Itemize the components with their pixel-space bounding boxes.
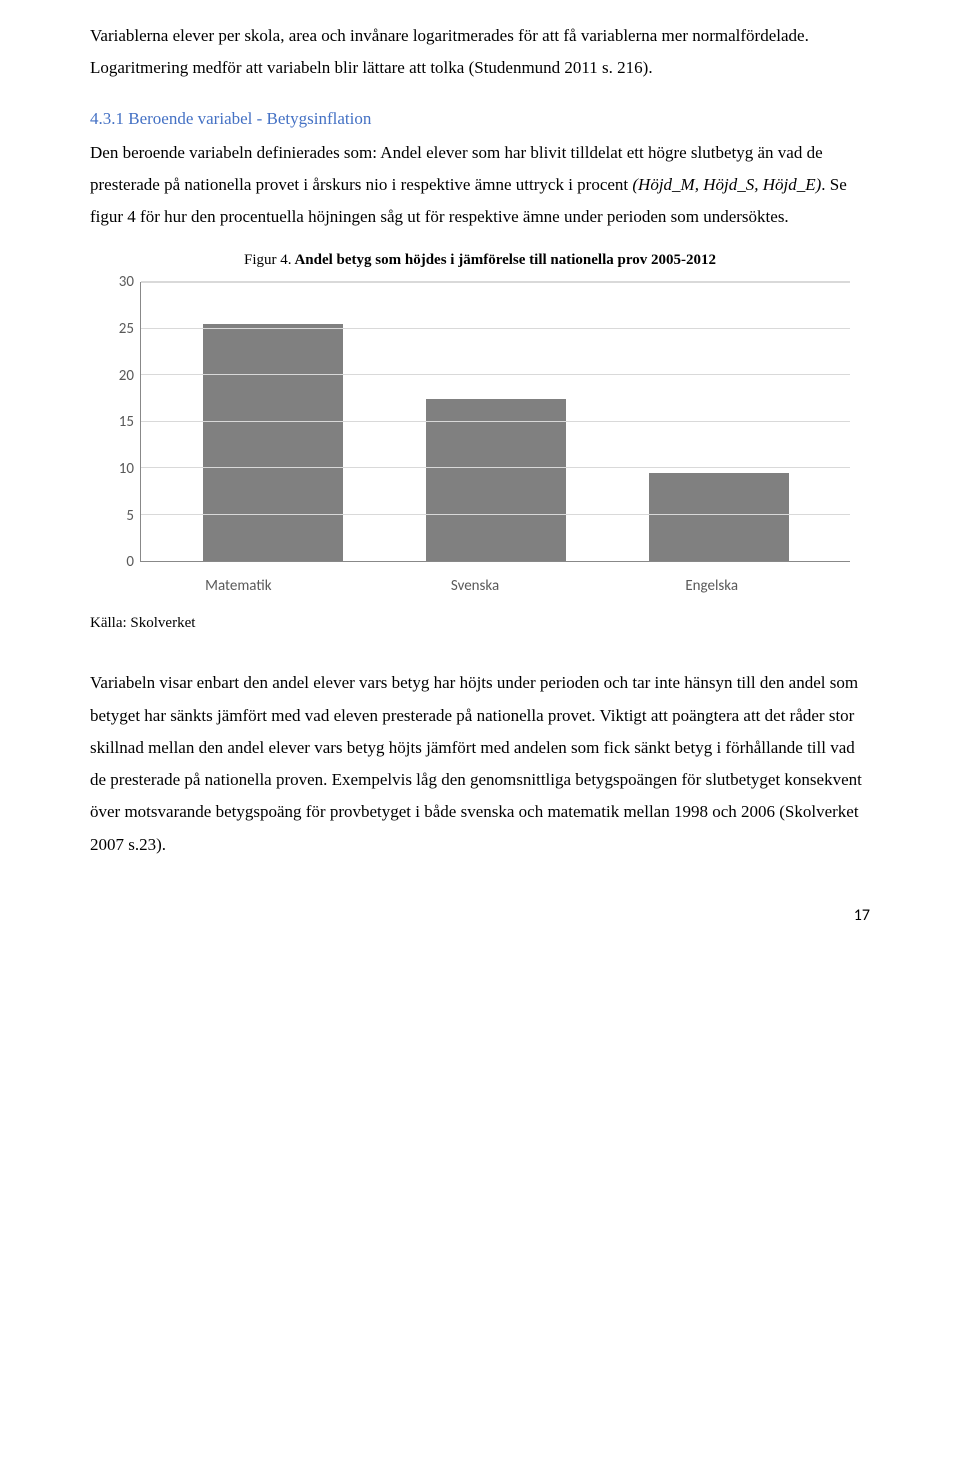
gridline <box>141 282 850 283</box>
gridline <box>141 328 850 329</box>
y-axis: 302520151050 <box>110 282 140 562</box>
bar <box>649 473 789 561</box>
bar <box>203 324 343 561</box>
gridline <box>141 514 850 515</box>
intro-paragraph: Variablerna elever per skola, area och i… <box>90 20 870 85</box>
section-heading: 4.3.1 Beroende variabel - Betygsinflatio… <box>90 103 870 135</box>
figcap-label: Figur 4. <box>244 252 292 268</box>
body-1-italic: (Höjd_M, Höjd_S, Höjd_E) <box>632 175 821 194</box>
gridline <box>141 467 850 468</box>
figcap-title: Andel betyg som höjdes i jämförelse till… <box>292 252 716 268</box>
x-tick-label: Matematik <box>120 568 357 601</box>
gridline <box>141 374 850 375</box>
bar-chart: 302520151050 <box>110 282 850 562</box>
body-paragraph-2: Variabeln visar enbart den andel elever … <box>90 667 870 861</box>
x-tick-label: Svenska <box>357 568 594 601</box>
page-number: 17 <box>90 901 870 931</box>
gridline <box>141 421 850 422</box>
bar <box>426 399 566 562</box>
x-tick-label: Engelska <box>593 568 830 601</box>
body-paragraph-1: Den beroende variabeln definierades som:… <box>90 137 870 234</box>
x-axis: MatematikSvenskaEngelska <box>120 568 830 601</box>
bars-container <box>141 282 850 561</box>
plot-area <box>140 282 850 562</box>
figure-caption: Figur 4. Andel betyg som höjdes i jämför… <box>90 246 870 275</box>
source-line: Källa: Skolverket <box>90 609 870 638</box>
